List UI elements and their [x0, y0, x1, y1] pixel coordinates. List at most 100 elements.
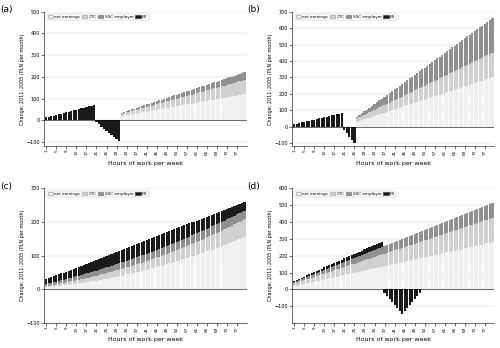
Bar — [148, 106, 150, 111]
Bar — [208, 101, 210, 120]
Bar — [238, 81, 240, 95]
Bar — [384, 105, 386, 113]
Bar — [108, 267, 110, 272]
Bar — [224, 245, 226, 290]
Bar — [331, 264, 333, 267]
Bar — [316, 276, 318, 281]
Bar — [414, 244, 416, 260]
Bar — [108, 120, 110, 133]
Bar — [68, 285, 70, 290]
Bar — [298, 280, 300, 282]
Bar — [158, 266, 160, 290]
Bar — [166, 108, 168, 120]
Bar — [90, 106, 92, 120]
Bar — [120, 116, 122, 120]
Bar — [150, 238, 153, 252]
Bar — [489, 78, 491, 127]
Bar — [346, 261, 348, 266]
Bar — [376, 244, 378, 249]
Bar — [180, 97, 183, 105]
Bar — [236, 82, 238, 96]
Bar — [201, 231, 203, 240]
Bar — [234, 83, 235, 96]
Bar — [408, 93, 410, 104]
Bar — [300, 279, 303, 281]
Bar — [90, 277, 92, 282]
Bar — [308, 276, 310, 279]
Bar — [178, 227, 180, 241]
Bar — [404, 290, 406, 311]
Bar — [231, 77, 233, 84]
Bar — [58, 281, 60, 284]
Bar — [70, 111, 72, 120]
Bar — [56, 276, 58, 282]
Bar — [168, 101, 170, 108]
Bar — [241, 212, 243, 221]
Bar — [103, 279, 105, 290]
Bar — [406, 80, 408, 94]
Bar — [464, 227, 466, 248]
Bar — [198, 93, 200, 102]
Bar — [60, 283, 62, 286]
Bar — [418, 290, 420, 293]
Bar — [459, 250, 461, 290]
Bar — [406, 237, 408, 246]
Bar — [300, 278, 303, 279]
Bar — [324, 270, 326, 274]
Bar — [133, 110, 135, 114]
Bar — [66, 282, 68, 285]
Bar — [479, 81, 481, 127]
Bar — [196, 93, 198, 103]
Bar — [214, 214, 216, 225]
Bar — [88, 277, 90, 282]
Bar — [388, 111, 390, 127]
Bar — [118, 276, 120, 290]
Bar — [391, 101, 393, 110]
Bar — [472, 224, 474, 247]
Bar — [156, 110, 158, 120]
Bar — [391, 91, 393, 101]
Bar — [326, 117, 328, 127]
Bar — [324, 117, 326, 127]
Text: (d): (d) — [248, 182, 260, 191]
Bar — [146, 240, 148, 254]
Bar — [328, 268, 330, 272]
Bar — [308, 121, 310, 127]
Bar — [371, 251, 373, 258]
Bar — [391, 290, 393, 302]
Bar — [221, 246, 223, 290]
Bar — [326, 266, 328, 269]
Bar — [218, 247, 220, 290]
Legend: net earnings, CTC, SSC employer, FB: net earnings, CTC, SSC employer, FB — [294, 190, 396, 197]
Bar — [90, 272, 92, 277]
Bar — [93, 271, 95, 276]
Bar — [86, 278, 87, 282]
Bar — [214, 88, 216, 100]
Bar — [138, 271, 140, 290]
Bar — [50, 283, 52, 285]
Bar — [426, 239, 428, 257]
Bar — [244, 211, 246, 220]
Legend: net earnings, CTC, SSC employer, FB: net earnings, CTC, SSC employer, FB — [46, 190, 148, 197]
Bar — [228, 97, 230, 120]
Bar — [384, 254, 386, 266]
Bar — [50, 116, 52, 120]
Bar — [176, 95, 178, 99]
Bar — [204, 252, 206, 290]
Bar — [116, 252, 117, 264]
Bar — [381, 247, 383, 254]
Bar — [321, 280, 323, 290]
Bar — [206, 90, 208, 101]
Bar — [411, 245, 413, 260]
Bar — [236, 205, 238, 214]
Bar — [136, 113, 138, 120]
Bar — [70, 282, 72, 284]
Bar — [398, 98, 400, 108]
Bar — [348, 256, 350, 260]
Bar — [118, 270, 120, 276]
Bar — [98, 120, 100, 125]
Bar — [361, 255, 363, 261]
Bar — [110, 266, 112, 272]
Bar — [136, 257, 138, 264]
Bar — [56, 282, 58, 284]
